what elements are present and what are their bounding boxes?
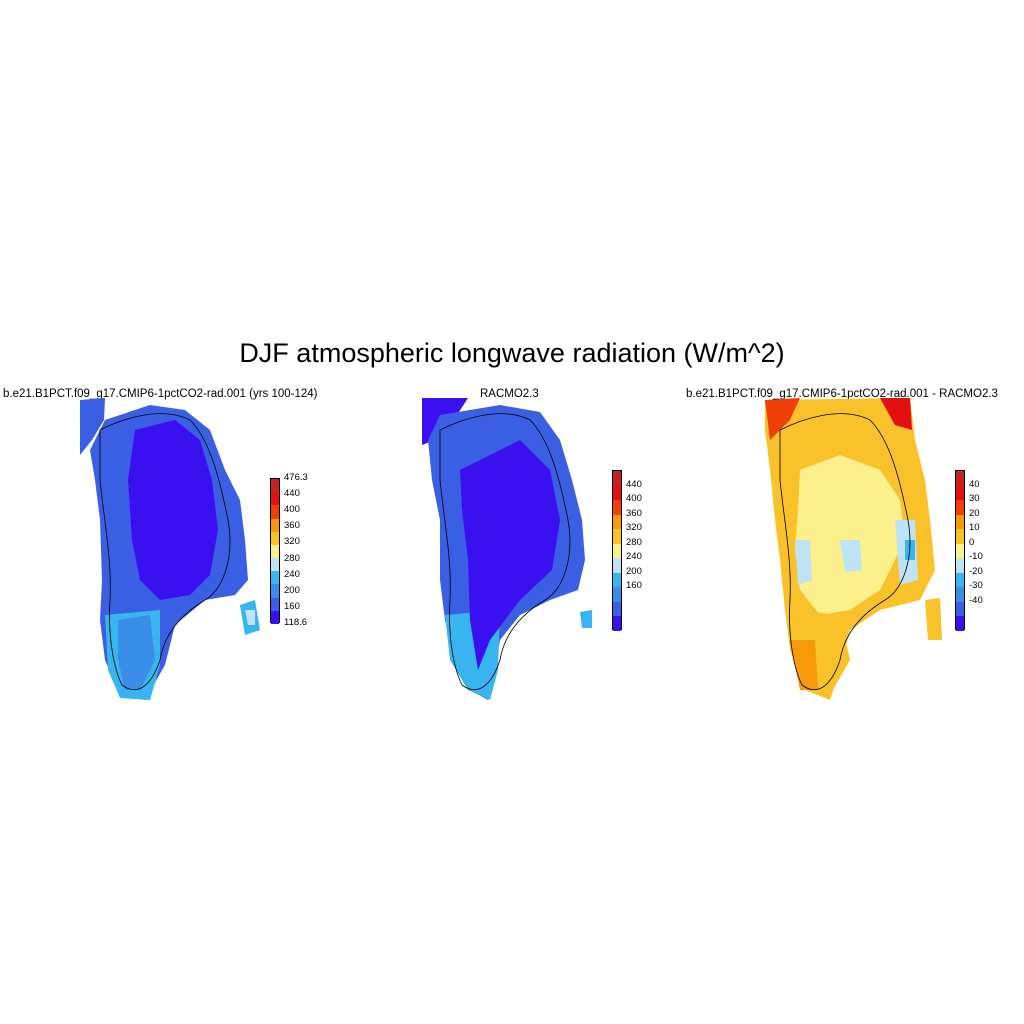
colorbar-swatch [956,471,964,487]
colorbar-swatch [613,500,621,516]
colorbar-tick-label: 160 [284,600,300,612]
colorbar-tick-label: 40 [969,478,980,490]
colorbar-swatch [613,587,621,603]
colorbar-swatch [271,531,279,546]
colorbar-swatch [956,485,964,501]
colorbar-swatch [613,558,621,574]
colorbar-tick-label: 320 [626,522,642,534]
colorbar-swatch [613,514,621,530]
colorbar-tick-label: -40 [969,594,983,606]
colorbar-box [955,470,965,632]
colorbar-swatch [613,616,621,632]
colorbar-swatch [956,572,964,588]
colorbar-tick-label: 440 [284,488,300,500]
colorbar-tick-label: 360 [284,520,300,532]
colorbar-tick-label: 0 [969,536,975,548]
colorbar-tick-label: 440 [626,478,642,490]
panel-3-coastline [779,413,911,690]
colorbar-swatch [271,571,279,585]
colorbar-tick-label: -30 [969,580,983,592]
colorbar-swatch [956,500,964,516]
panel-3-title: b.e21.B1PCT.f09_g17.CMIP6-1pctCO2-rad.00… [686,388,998,400]
colorbar-tick-label: 476.3 [284,472,308,483]
colorbar-swatch [271,518,279,533]
colorbar-swatch [956,543,964,559]
colorbar-tick-label: 240 [284,568,300,580]
colorbar-box [612,470,622,632]
colorbar-swatch [613,529,621,545]
colorbar-swatch [956,587,964,603]
colorbar-tick-label: 160 [626,580,642,592]
colorbar-tick-label: 400 [626,493,642,505]
colorbar-swatch [613,572,621,588]
panel-2-coastline [439,413,571,690]
colorbar-swatch [271,505,279,520]
colorbar-swatch [956,601,964,617]
colorbar-tick-label: 30 [969,493,980,505]
colorbar-swatch [956,616,964,632]
colorbar-swatch [956,558,964,574]
colorbar-tick-label: 320 [284,536,300,548]
colorbar-tick-label: 400 [284,504,300,516]
colorbar-tick-label: -10 [969,551,983,563]
colorbar-swatch [271,544,279,559]
colorbar-tick-label: -20 [969,565,983,577]
colorbar-swatch [956,529,964,545]
colorbar-box [270,478,280,625]
panel-3-field [765,398,942,700]
colorbar-tick-label: 10 [969,522,980,534]
colorbar-tick-label: 118.6 [284,617,308,628]
colorbar-tick-label: 280 [284,552,300,564]
colorbar-swatch [271,597,279,612]
panel-2-title: RACMO2.3 [480,388,539,400]
colorbar-tick-label: 200 [626,565,642,577]
colorbar-swatch [271,492,279,506]
colorbar-swatch [613,601,621,617]
panel-1-field [80,398,260,700]
colorbar-tick-label: 360 [626,507,642,519]
main-title: DJF atmospheric longwave radiation (W/m^… [239,338,785,368]
colorbar-swatch [271,479,279,493]
colorbar-swatch [271,558,279,572]
colorbar-swatch [613,471,621,487]
colorbar-tick-label: 280 [626,536,642,548]
panel-1-coastline [99,413,231,690]
colorbar-swatch [271,584,279,599]
panel-2-field [422,398,592,700]
colorbar-swatch [271,610,279,625]
panel-1-title: b.e21.B1PCT.f09_g17.CMIP6-1pctCO2-rad.00… [3,388,318,400]
colorbar-swatch [613,485,621,501]
colorbar-tick-label: 20 [969,507,980,519]
colorbar-tick-label: 240 [626,551,642,563]
colorbar-swatch [956,514,964,530]
colorbar-tick-label: 200 [284,584,300,596]
colorbar-swatch [613,543,621,559]
